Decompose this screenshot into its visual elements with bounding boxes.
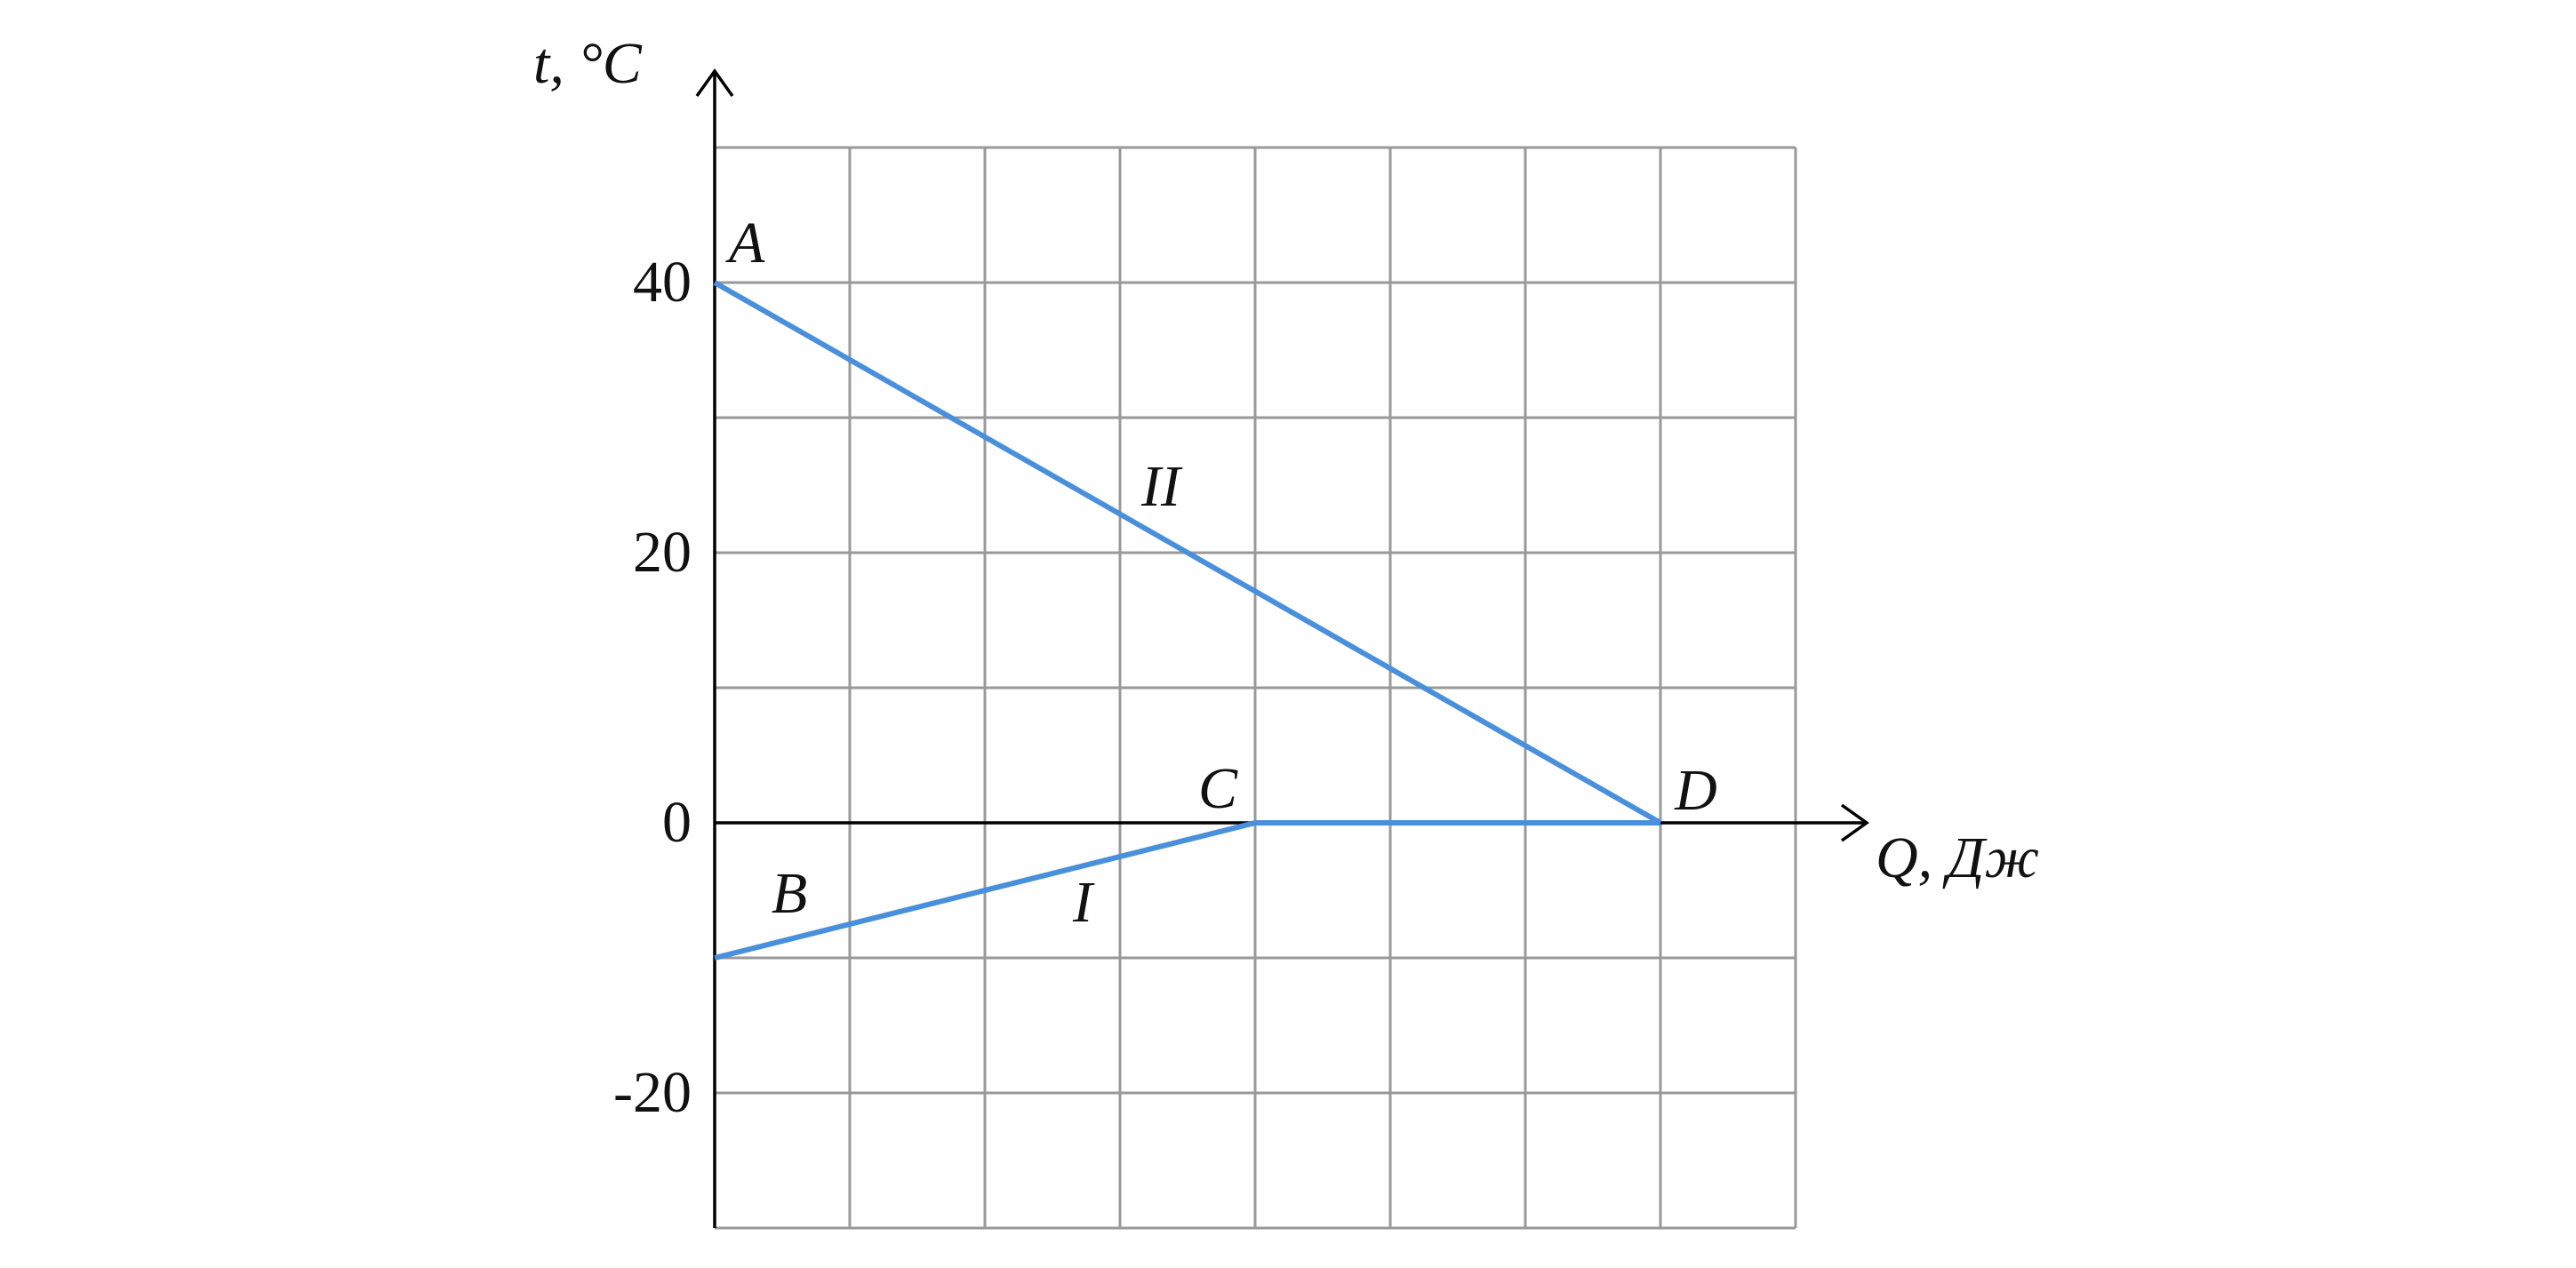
series-line <box>713 280 1662 825</box>
series-label: I <box>1072 870 1095 935</box>
series-label: II <box>1140 454 1183 519</box>
series-line <box>714 820 1660 961</box>
y-tick-label: 20 <box>633 520 692 585</box>
y-tick-label: 40 <box>633 250 692 315</box>
point-label: A <box>725 211 765 275</box>
y-tick-label: 0 <box>662 790 692 855</box>
point-label: B <box>772 861 807 926</box>
y-tick-label: -20 <box>613 1060 692 1125</box>
point-label: C <box>1198 756 1238 821</box>
x-axis-arrow <box>1840 803 1870 842</box>
y-axis-arrow <box>695 68 734 98</box>
point-label: D <box>1674 758 1717 823</box>
x-axis-label: Q, Дж <box>1876 825 2039 890</box>
y-axis-label: t, °C <box>533 31 643 96</box>
